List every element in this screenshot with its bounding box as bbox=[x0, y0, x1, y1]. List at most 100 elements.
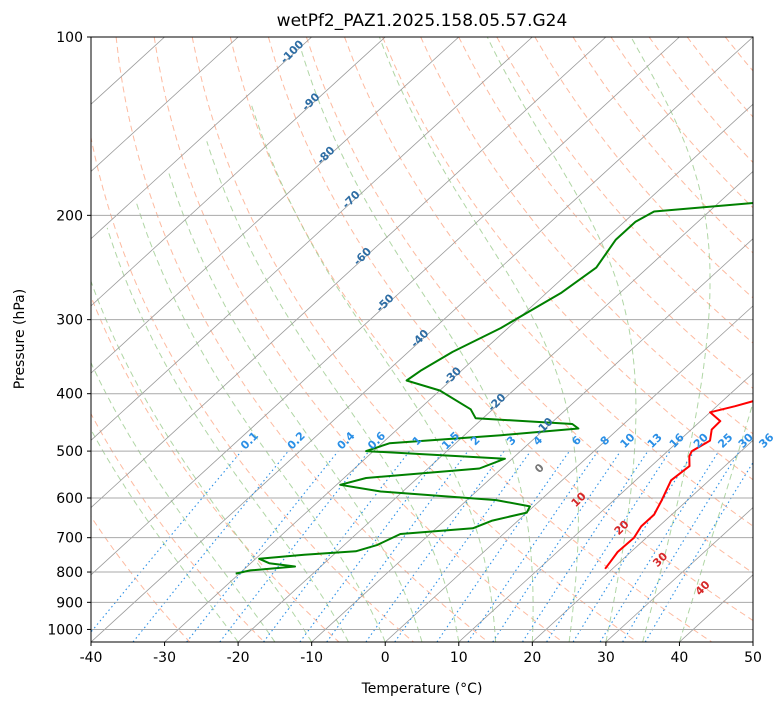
y-tick-label: 500 bbox=[56, 444, 83, 460]
mixing-ratio-line bbox=[394, 450, 532, 642]
mixing-ratio-line bbox=[365, 450, 505, 642]
moist-adiabat bbox=[486, 37, 637, 642]
x-tick-label: 10 bbox=[450, 650, 468, 666]
dry-adiabat bbox=[686, 37, 753, 118]
y-tick-label: 400 bbox=[56, 387, 83, 403]
y-tick-label: 300 bbox=[56, 313, 83, 329]
temperature-trace bbox=[604, 400, 753, 570]
dry-adiabat bbox=[91, 515, 191, 642]
mixing-ratio-label: 10 bbox=[618, 431, 638, 451]
moist-adiabat bbox=[630, 37, 711, 642]
isotherm-line bbox=[458, 372, 753, 642]
dry-adiabat bbox=[648, 37, 753, 164]
isotherm-line bbox=[91, 37, 312, 240]
isotherm-line bbox=[91, 37, 680, 576]
dry-adiabat bbox=[496, 37, 753, 344]
mixing-ratio-line bbox=[572, 450, 695, 642]
x-tick-label: 40 bbox=[671, 650, 689, 666]
y-tick-label: 1000 bbox=[47, 622, 83, 638]
moist-adiabat bbox=[91, 279, 313, 642]
moist-adiabat bbox=[91, 361, 276, 642]
background-lines bbox=[91, 37, 753, 642]
dry-adiabat bbox=[724, 37, 753, 72]
mixing-ratio-label: 25 bbox=[715, 431, 735, 451]
dry-adiabat-label: -50 bbox=[373, 291, 396, 314]
isotherm-line bbox=[532, 439, 753, 642]
y-tick-label: 200 bbox=[56, 208, 83, 224]
mixing-ratio-line bbox=[644, 461, 753, 642]
x-tick-label: -40 bbox=[80, 650, 103, 666]
moist-adiabat bbox=[106, 227, 349, 642]
mixing-ratio-label: 1.5 bbox=[439, 429, 462, 452]
dry-adiabat bbox=[458, 37, 753, 389]
dewpoint-trace bbox=[235, 201, 753, 575]
mixing-ratio-label: 20 bbox=[691, 431, 711, 451]
dry-adiabat-label: -30 bbox=[441, 364, 464, 387]
isotherm-line bbox=[91, 37, 460, 374]
x-tick-label: 20 bbox=[523, 650, 541, 666]
isotherm-line bbox=[91, 37, 607, 509]
moist-adiabat bbox=[91, 428, 239, 642]
y-tick-label: 900 bbox=[56, 595, 83, 611]
mixing-ratio-line bbox=[522, 450, 649, 642]
moist-adiabat-label: 0 bbox=[532, 461, 547, 476]
dry-adiabat bbox=[91, 412, 265, 642]
mixing-ratio-line bbox=[467, 450, 599, 642]
x-tick-label: 0 bbox=[381, 650, 390, 666]
moist-adiabat bbox=[250, 104, 497, 642]
mixing-ratio-line bbox=[91, 450, 242, 633]
isotherm-line bbox=[91, 37, 386, 307]
dry-adiabat-label: -80 bbox=[314, 144, 337, 167]
mixing-ratio-label: 0.6 bbox=[365, 429, 388, 452]
y-tick-label: 100 bbox=[56, 30, 83, 46]
dry-adiabat bbox=[344, 37, 753, 527]
x-tick-label: 30 bbox=[597, 650, 615, 666]
mixing-ratio-label: 1 bbox=[410, 433, 425, 448]
y-axis-label: Pressure (hPa) bbox=[12, 289, 28, 389]
isotherm-line bbox=[164, 103, 753, 642]
mixing-ratio-line bbox=[492, 450, 622, 642]
mixing-ratio-label: 0.2 bbox=[285, 429, 308, 452]
dry-adiabat bbox=[572, 37, 753, 254]
mixing-ratio-label: 2 bbox=[468, 433, 483, 448]
x-tick-label: 50 bbox=[744, 650, 762, 666]
mixing-ratio-line bbox=[186, 450, 339, 642]
mixing-ratio-line bbox=[326, 450, 469, 642]
moist-adiabat-label: 30 bbox=[650, 549, 670, 569]
dry-adiabat-label: -100 bbox=[278, 37, 307, 66]
dry-adiabat bbox=[115, 37, 489, 642]
mixing-ratio-line bbox=[436, 450, 570, 642]
mixing-ratio-line bbox=[599, 450, 720, 642]
dry-adiabat bbox=[267, 37, 753, 622]
dry-adiabat bbox=[420, 37, 753, 435]
x-axis-ticks: -40 -30 -20 -10 0 10 20 30 40 50 bbox=[80, 642, 762, 666]
mixing-ratio-label: 36 bbox=[757, 431, 775, 451]
mixing-ratio-label: 16 bbox=[667, 431, 687, 451]
moist-adiabat bbox=[168, 173, 423, 642]
mixing-ratio-line bbox=[622, 450, 740, 642]
dry-adiabat-label: -60 bbox=[351, 245, 374, 268]
mixing-ratio-label: 0.1 bbox=[238, 429, 261, 452]
mixing-ratio-line bbox=[219, 450, 370, 642]
dry-adiabat-label: -20 bbox=[485, 391, 508, 414]
y-tick-label: 800 bbox=[56, 565, 83, 581]
dry-adiabat bbox=[153, 37, 563, 642]
y-axis-ticks: 100 200 300 400 500 600 700 800 900 1000 bbox=[47, 30, 91, 638]
dry-adiabat bbox=[191, 37, 638, 642]
isotherm-line bbox=[311, 238, 753, 642]
x-tick-label: -30 bbox=[153, 650, 176, 666]
dry-adiabat-label: -70 bbox=[340, 188, 363, 211]
isotherm-line bbox=[91, 37, 533, 441]
x-tick-label: -10 bbox=[300, 650, 323, 666]
mixing-ratio-label: 3 bbox=[504, 433, 519, 448]
sounding-traces bbox=[235, 201, 753, 575]
moist-adiabat bbox=[300, 49, 534, 642]
x-tick-label: -20 bbox=[227, 650, 250, 666]
line-labels: -100-90-80-70-60-50-40-30-20-100.1 0.2 0.4… bbox=[238, 37, 775, 598]
dry-adiabat bbox=[610, 37, 753, 209]
isotherm-line bbox=[752, 641, 753, 642]
isotherm-line bbox=[605, 507, 753, 642]
chart-title: wetPf2_PAZ1.2025.158.05.57.G24 bbox=[277, 11, 568, 31]
dry-adiabat bbox=[91, 295, 340, 642]
